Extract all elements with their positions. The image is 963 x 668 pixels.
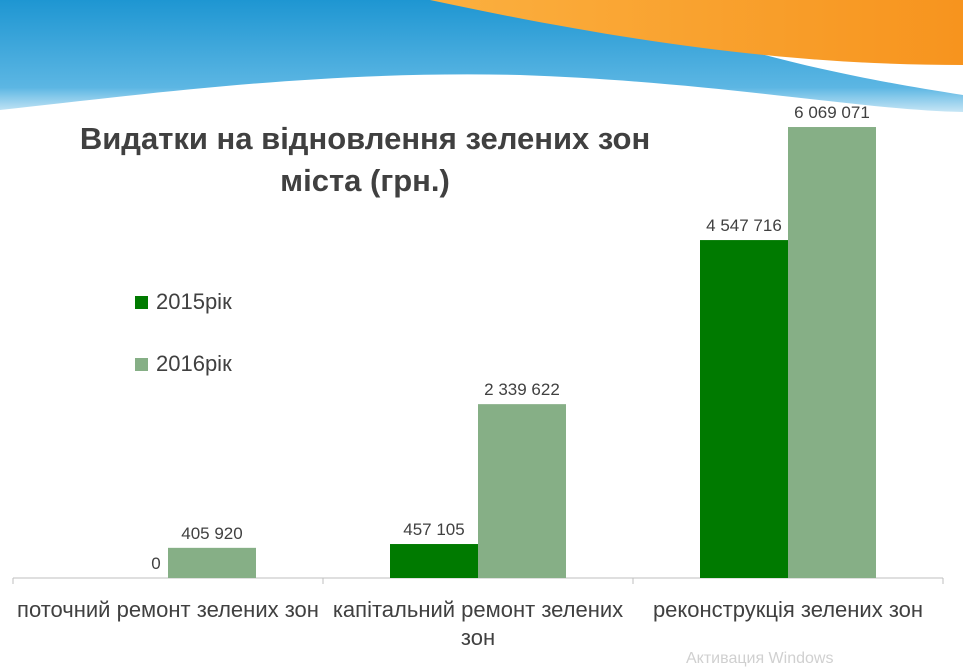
- watermark: Активация Windows: [686, 650, 834, 667]
- data-label-2015рік-1: 457 105: [403, 520, 464, 539]
- data-label-2016рік-0: 405 920: [181, 524, 242, 543]
- legend-label-2015: 2015рік: [156, 289, 232, 314]
- decorative-banner: [0, 0, 963, 130]
- category-label-0: поточний ремонт зелених зон: [17, 597, 319, 622]
- legend-swatch-2015: [135, 295, 148, 309]
- legend-swatch-2016: [135, 357, 148, 371]
- bar-2016рік-2: [788, 127, 876, 579]
- bar-2016рік-1: [478, 404, 566, 578]
- data-label-2015рік-2: 4 547 716: [706, 216, 782, 235]
- chart-title-line-1: Видатки на відновлення зелених зон: [79, 121, 651, 156]
- category-label-1: капітальний ремонт зелених зон: [332, 597, 624, 650]
- chart-title: Видатки на відновлення зелених зон міста…: [30, 118, 700, 202]
- legend: 2015рік 2016рік: [135, 285, 232, 409]
- bar-2016рік-0: [168, 547, 256, 578]
- chart-title-line-2: міста (грн.): [280, 163, 450, 198]
- category-label-2: реконструкція зелених зон: [652, 597, 924, 622]
- data-label-2016рік-2: 6 069 071: [794, 103, 870, 122]
- legend-item-2016: 2016рік: [135, 347, 232, 381]
- legend-item-2015: 2015рік: [135, 285, 232, 319]
- legend-label-2016: 2016рік: [156, 351, 232, 376]
- bar-2015рік-1: [390, 544, 478, 578]
- data-label-2016рік-1: 2 339 622: [484, 380, 560, 399]
- bar-2015рік-2: [700, 240, 788, 579]
- data-label-2015рік-0: 0: [151, 554, 160, 573]
